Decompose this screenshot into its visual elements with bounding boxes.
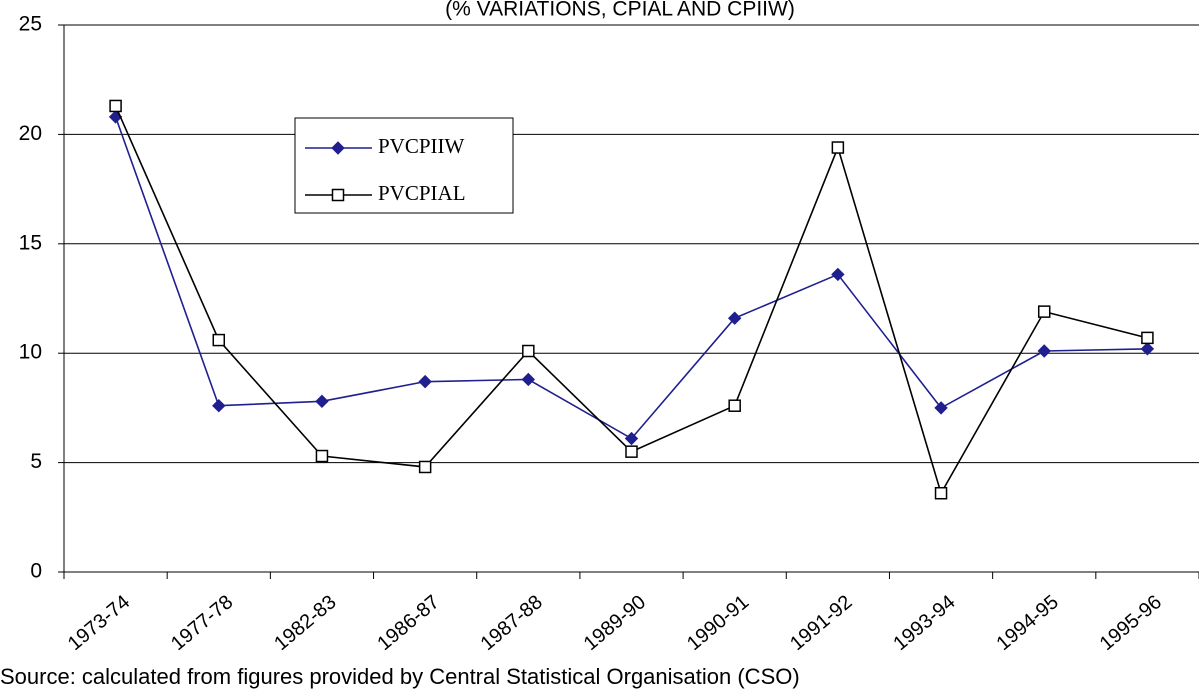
data-point (418, 460, 432, 474)
y-tick-label: 0 (30, 560, 42, 583)
legend-label: PVCPIIW (378, 134, 465, 158)
legend-marker (331, 188, 345, 202)
x-tick-label: 1977-78 (167, 591, 237, 655)
data-point (727, 311, 742, 325)
series-line (114, 116, 1148, 440)
legend-box (294, 117, 514, 214)
data-point (728, 399, 741, 412)
x-tick-label: 1995-96 (1096, 591, 1166, 655)
data-point (1037, 344, 1051, 358)
chart-title: (% VARIATIONS, CPIAL AND CPIIW) (445, 0, 795, 21)
data-point (109, 99, 122, 113)
data-point (625, 445, 638, 458)
y-tick-label: 5 (30, 450, 42, 473)
data-point (315, 394, 329, 409)
data-point (831, 267, 845, 282)
data-point (1037, 305, 1051, 318)
source-note: Source: calculated from figures provided… (0, 664, 800, 689)
x-tick-label: 1990-91 (683, 591, 753, 655)
x-tick-label: 1982-83 (270, 591, 340, 655)
y-tick-label: 15 (19, 231, 42, 254)
data-point (934, 401, 948, 415)
data-point (624, 431, 639, 446)
legend-label: PVCPIAL (378, 181, 466, 205)
legend: PVCPIIW PVCPIAL (294, 117, 514, 214)
data-point (1141, 331, 1154, 345)
data-point (831, 141, 845, 154)
x-tick-label: 1994-95 (992, 591, 1062, 655)
data-point (212, 399, 226, 413)
data-point (522, 344, 535, 358)
data-point (315, 449, 329, 463)
data-point (1140, 342, 1155, 356)
legend-marker (331, 141, 345, 155)
y-tick-label: 20 (19, 122, 42, 145)
x-tick-label: 1973-74 (64, 591, 134, 655)
x-tick-label: 1989-90 (580, 591, 650, 655)
data-point (521, 372, 536, 387)
x-tick-label: 1987-88 (477, 591, 547, 655)
x-tick-label: 1993-94 (889, 591, 959, 655)
data-point (418, 374, 432, 389)
x-tick-label: 1991-92 (786, 591, 856, 655)
data-point (934, 486, 948, 500)
y-tick-label: 10 (19, 341, 42, 364)
y-tick-label: 25 (19, 13, 42, 36)
x-tick-label: 1986-87 (373, 591, 443, 655)
data-point (212, 333, 226, 347)
